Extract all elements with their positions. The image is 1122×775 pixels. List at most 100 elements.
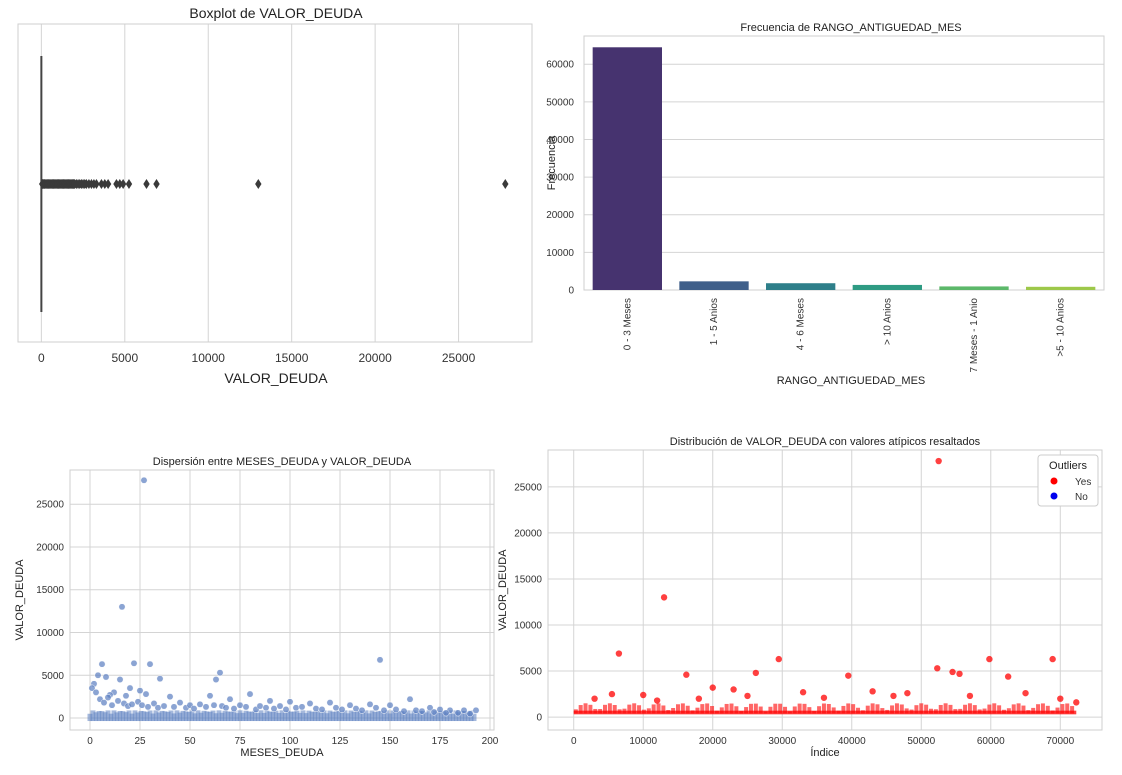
bar-chart-ytick: 40000: [546, 135, 574, 146]
scatter-chart-outliers: Distribución de VALOR_DEUDA con valores …: [497, 436, 1103, 759]
scatter-outlier-point: [935, 457, 942, 465]
scatter-point: [430, 708, 438, 716]
scatter-dense-band: [324, 713, 330, 722]
scatter-dense-band: [192, 713, 198, 722]
scatter-outliers-ytick: 20000: [514, 528, 542, 539]
scatter-dense-band: [315, 710, 321, 722]
scatter-dense-band: [228, 711, 234, 722]
scatter-point: [236, 701, 244, 709]
legend-title: Outliers: [1049, 460, 1087, 472]
scatter-dense-band: [345, 713, 351, 722]
scatter-dense-band: [153, 710, 159, 722]
scatter-point: [100, 699, 108, 707]
scatter-outliers-xtick: 30000: [768, 736, 796, 747]
scatter-point: [426, 704, 434, 712]
scatter-dense-band: [456, 712, 462, 722]
scatter-dense-band: [255, 713, 261, 722]
scatter-meses-ytick: 25000: [36, 500, 64, 511]
scatter-dense-band: [405, 710, 411, 722]
scatter-meses-xtick: 175: [432, 736, 449, 747]
bar-chart-xlabel: RANGO_ANTIGUEDAD_MES: [777, 375, 926, 387]
scatter-dense-band: [366, 713, 372, 722]
scatter-point: [210, 701, 218, 709]
scatter-point: [166, 693, 174, 701]
scatter-meses-ytick: 20000: [36, 542, 64, 553]
scatter-point: [282, 706, 290, 713]
scatter-point: [436, 706, 444, 713]
boxplot-xtick: 15000: [275, 351, 309, 365]
scatter-outlier-point: [1057, 695, 1064, 702]
scatter-point: [222, 704, 230, 712]
scatter-meses-xtick: 25: [134, 736, 146, 747]
scatter-dense-band: [198, 712, 204, 722]
scatter-meses-xtick: 150: [382, 736, 399, 747]
scatter-dense-band: [450, 713, 456, 722]
boxplot-xtick: 5000: [111, 351, 138, 365]
scatter-outliers-ytick: 15000: [514, 574, 542, 585]
scatter-dense-band: [375, 711, 381, 722]
scatter-outlier-point: [752, 669, 760, 677]
scatter-dense-band: [99, 711, 105, 722]
boxplot-outlier: [153, 179, 160, 189]
scatter-dense-band: [435, 712, 441, 722]
scatter-dense-band: [246, 711, 252, 722]
scatter-dense-band: [156, 712, 162, 722]
scatter-dense-band: [291, 711, 297, 722]
scatter-point: [88, 684, 96, 692]
scatter-meses-ytick: 5000: [42, 671, 65, 682]
scatter-dense-band: [186, 711, 192, 722]
scatter-outliers-ytick: 0: [536, 713, 542, 724]
scatter-dense-band: [249, 711, 255, 722]
scatter-dense-band: [297, 712, 303, 722]
scatter-dense-band: [441, 711, 447, 722]
scatter-outlier-point: [730, 686, 737, 693]
scatter-point: [266, 697, 274, 705]
scatter-dense-band: [381, 712, 387, 722]
scatter-dense-band: [261, 712, 267, 722]
scatter-point: [102, 673, 110, 681]
scatter-dense-band: [237, 710, 243, 722]
scatter-point: [292, 704, 300, 712]
scatter-dense-band: [336, 710, 342, 722]
bar-chart-ytick: 30000: [546, 173, 574, 184]
scatter-dense-band: [321, 710, 327, 722]
scatter-meses-xtick: 125: [332, 736, 349, 747]
scatter-point: [156, 675, 164, 683]
scatter-point: [226, 695, 234, 703]
scatter-chart-meses: Dispersión entre MESES_DEUDA y VALOR_DEU…: [14, 456, 499, 759]
scatter-dense-band: [384, 710, 390, 722]
scatter-dense-band: [189, 710, 195, 722]
scatter-point: [130, 659, 138, 667]
scatter-dense-band: [96, 711, 102, 722]
scatter-dense-band: [204, 711, 210, 722]
scatter-dense-band: [387, 713, 393, 722]
scatter-dense-band: [273, 710, 279, 722]
scatter-point: [126, 684, 134, 692]
scatter-meses-xtick: 50: [184, 736, 196, 747]
scatter-dense-band: [87, 713, 93, 722]
scatter-point: [116, 676, 124, 683]
scatter-dense-band: [465, 712, 471, 722]
scatter-outlier-point: [966, 692, 974, 700]
bar-chart-xtick: 0 - 3 Meses: [622, 298, 633, 350]
scatter-dense-band: [300, 710, 306, 722]
scatter-meses-ytick: 0: [58, 714, 64, 725]
scatter-dense-band: [165, 711, 171, 722]
scatter-point: [118, 603, 126, 611]
bar-chart-xtick: > 10 Anios: [882, 298, 893, 345]
scatter-dense-band: [111, 710, 117, 722]
scatter-dense-band: [258, 710, 264, 722]
scatter-point: [154, 704, 162, 712]
scatter-dense-band: [462, 711, 468, 722]
scatter-dense-band: [351, 711, 357, 722]
scatter-dense-band: [417, 711, 423, 722]
scatter-point: [176, 699, 184, 707]
boxplot-outlier: [93, 179, 100, 189]
scatter-outlier-point: [986, 655, 993, 663]
scatter-outliers-xtick: 0: [571, 736, 577, 747]
scatter-dense-band: [411, 710, 417, 722]
scatter-point: [262, 704, 270, 712]
scatter-dense-band: [264, 710, 270, 722]
scatter-dense-band: [171, 713, 177, 722]
